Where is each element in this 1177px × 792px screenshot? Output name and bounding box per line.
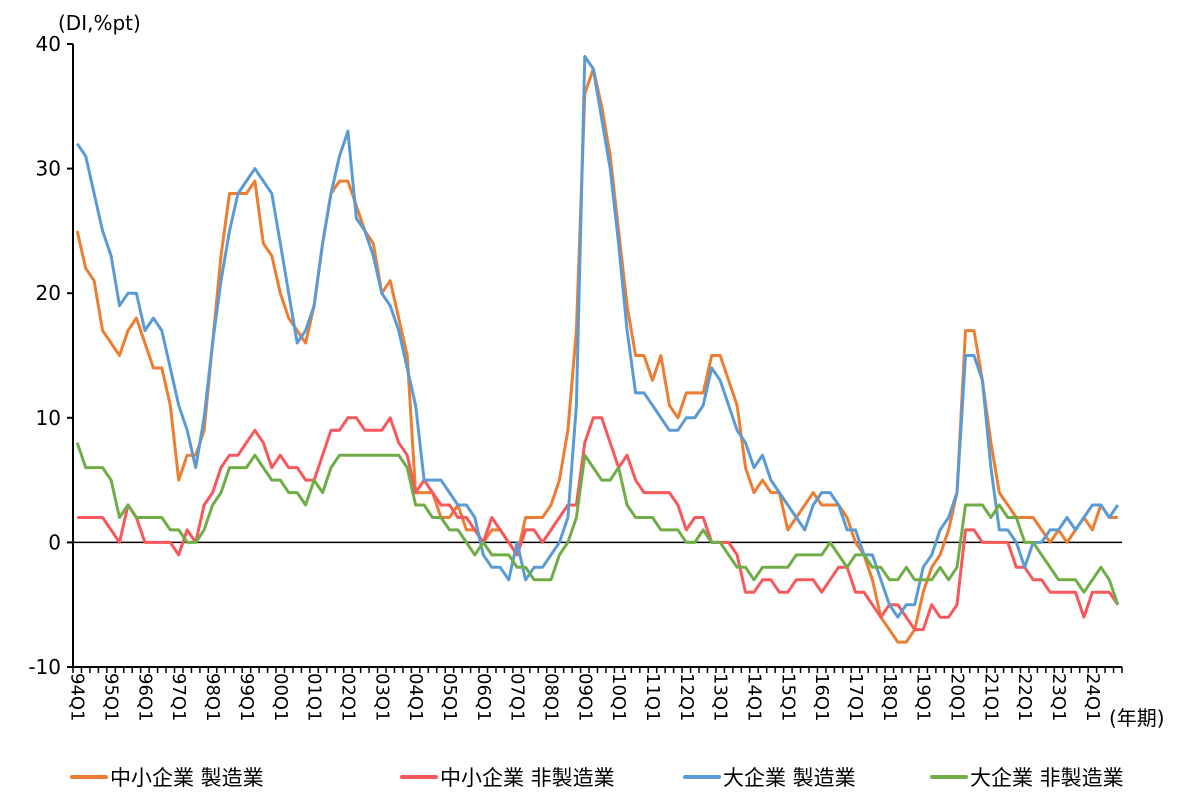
legend: 中小企業 製造業 中小企業 非製造業 大企業 製造業 大企業 非製造業 xyxy=(60,762,1177,790)
series-line xyxy=(77,443,1118,605)
x-tick-label: 03Q1 xyxy=(371,673,392,722)
x-tick-label: 06Q1 xyxy=(473,673,494,722)
x-tick-label: 20Q1 xyxy=(947,673,968,722)
x-tick-label: 23Q1 xyxy=(1048,673,1069,722)
x-tick-label: 01Q1 xyxy=(304,673,325,722)
x-tick-label: 18Q1 xyxy=(879,673,900,722)
x-tick-label: 07Q1 xyxy=(507,673,528,722)
legend-label: 大企業 製造業 xyxy=(723,762,856,792)
legend-label: 中小企業 製造業 xyxy=(110,762,264,792)
y-tick-label: 10 xyxy=(36,406,61,430)
x-tick-label: 97Q1 xyxy=(168,673,189,722)
legend-item-sme-nonmanufacturing: 中小企業 非製造業 xyxy=(400,762,615,792)
x-tick-label: 17Q1 xyxy=(845,673,866,722)
y-tick-label: 20 xyxy=(36,281,61,305)
x-tick-label: 98Q1 xyxy=(202,673,223,722)
x-tick-label: 94Q1 xyxy=(67,673,88,722)
x-tick-label: 14Q1 xyxy=(744,673,765,722)
x-tick-label: 24Q1 xyxy=(1082,673,1103,722)
x-tick-label: 22Q1 xyxy=(1014,673,1035,722)
legend-swatch xyxy=(70,775,108,779)
y-axis-title: (DI,%pt) xyxy=(58,11,141,35)
x-tick-label: 08Q1 xyxy=(540,673,561,722)
x-tick-label: 95Q1 xyxy=(101,673,122,722)
x-tick-label: 99Q1 xyxy=(236,673,257,722)
x-tick-label: 13Q1 xyxy=(710,673,731,722)
x-tick-label: 11Q1 xyxy=(642,673,663,722)
series-lines xyxy=(77,56,1118,642)
y-tick-label: 0 xyxy=(48,530,61,554)
x-tick-label: 00Q1 xyxy=(270,673,291,722)
x-tick-label: 16Q1 xyxy=(811,673,832,722)
x-axis-title: (年期) xyxy=(1109,706,1165,730)
legend-swatch xyxy=(400,775,438,779)
x-tick-label: 10Q1 xyxy=(608,673,629,722)
x-tick-label: 12Q1 xyxy=(676,673,697,722)
x-tick-label: 21Q1 xyxy=(980,673,1001,722)
y-tick-label: 40 xyxy=(36,32,61,56)
x-tick-label: 04Q1 xyxy=(405,673,426,722)
x-tick-label: 09Q1 xyxy=(574,673,595,722)
x-tick-label: 02Q1 xyxy=(337,673,358,722)
axes: -10 0 10 20 30 40 94Q1 95Q1 96Q1 97Q1 98Q1 99Q1 00Q1… xyxy=(28,32,1122,722)
legend-swatch xyxy=(683,775,721,779)
y-tick-label: -10 xyxy=(28,655,61,679)
legend-item-sme-manufacturing: 中小企業 製造業 xyxy=(70,762,264,792)
x-tick-label: 19Q1 xyxy=(913,673,934,722)
x-tick-label: 15Q1 xyxy=(777,673,798,722)
series-3 xyxy=(77,443,1118,605)
x-tick-label: 96Q1 xyxy=(134,673,155,722)
legend-item-large-nonmanufacturing: 大企業 非製造業 xyxy=(930,762,1124,792)
legend-label: 大企業 非製造業 xyxy=(970,762,1124,792)
legend-swatch xyxy=(930,775,968,779)
legend-item-large-manufacturing: 大企業 製造業 xyxy=(683,762,856,792)
x-tick-label: 05Q1 xyxy=(439,673,460,722)
y-tick-label: 30 xyxy=(36,157,61,181)
legend-label: 中小企業 非製造業 xyxy=(440,762,615,792)
